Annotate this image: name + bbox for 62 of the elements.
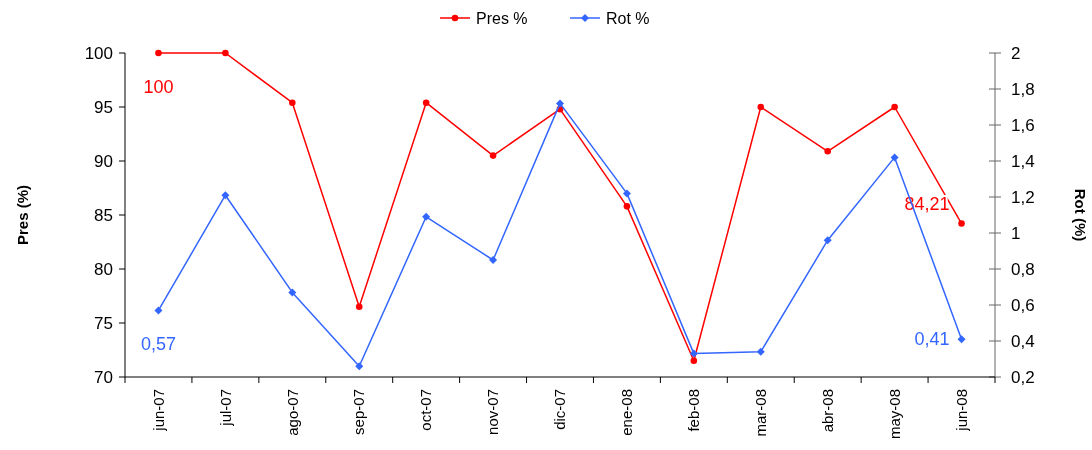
point <box>422 99 430 106</box>
point <box>489 256 498 264</box>
point <box>958 220 965 227</box>
x-tick-label: jul-07 <box>216 389 234 427</box>
point <box>154 306 163 315</box>
point <box>489 152 497 159</box>
x-tick-label: feb-08 <box>685 389 703 432</box>
point <box>355 303 363 311</box>
x-tick-label: dic-07 <box>551 389 569 430</box>
point <box>355 362 364 371</box>
point <box>288 288 297 297</box>
x-tick-label: jun-08 <box>952 389 970 432</box>
legend-label: Pres % <box>476 9 528 27</box>
y-tick-label: 100 <box>84 43 113 63</box>
point <box>823 236 832 245</box>
y2-tick-label: 0,6 <box>1011 295 1035 315</box>
point <box>222 49 229 57</box>
y-axis-title: Pres (%) <box>14 184 31 246</box>
data-label: 100 <box>143 77 174 97</box>
y2-tick-label: 1,8 <box>1011 79 1035 99</box>
y2-tick-label: 1 <box>1011 223 1021 243</box>
point <box>221 191 230 200</box>
point <box>623 203 631 210</box>
x-tick-label: may-08 <box>885 389 903 440</box>
x-tick-label: oct-07 <box>417 389 435 431</box>
point <box>957 335 966 344</box>
x-tick-label: ago-07 <box>283 389 301 436</box>
point <box>824 147 831 155</box>
y2-tick-label: 2 <box>1011 43 1021 63</box>
point <box>289 99 296 106</box>
point <box>756 347 765 356</box>
y2-tick-label: 0,4 <box>1011 331 1035 351</box>
x-tick-label: abr-08 <box>818 389 836 433</box>
y-tick-label: 80 <box>94 259 113 279</box>
y-tick-label: 95 <box>94 97 113 117</box>
y2-tick-label: 0,8 <box>1011 259 1035 279</box>
y2-tick-label: 1,2 <box>1011 187 1035 207</box>
x-tick-label: nov-07 <box>484 389 502 435</box>
y2-tick-label: 1,4 <box>1011 151 1035 171</box>
y2-axis-title: Rot (%) <box>1072 188 1089 242</box>
y-tick-label: 70 <box>94 367 113 387</box>
legend-label: Rot % <box>606 9 650 27</box>
point <box>891 103 898 111</box>
point <box>689 349 698 358</box>
point <box>622 189 631 198</box>
point <box>757 103 765 111</box>
point <box>556 99 564 108</box>
point <box>690 357 698 365</box>
x-tick-label: mar-08 <box>752 389 770 437</box>
data-label: 0,57 <box>140 334 176 355</box>
x-tick-label: sep-07 <box>350 389 368 435</box>
y-tick-label: 75 <box>94 313 113 333</box>
y2-tick-label: 0,2 <box>1011 367 1035 387</box>
y-tick-label: 90 <box>94 151 113 171</box>
y-tick-label: 85 <box>94 205 113 225</box>
x-tick-label: ene-08 <box>618 389 636 436</box>
y2-tick-label: 1,6 <box>1011 115 1035 135</box>
point <box>155 49 162 57</box>
data-label: 0,41 <box>914 329 950 350</box>
x-tick-label: jun-07 <box>149 389 167 432</box>
point <box>422 212 431 221</box>
point <box>890 153 899 162</box>
